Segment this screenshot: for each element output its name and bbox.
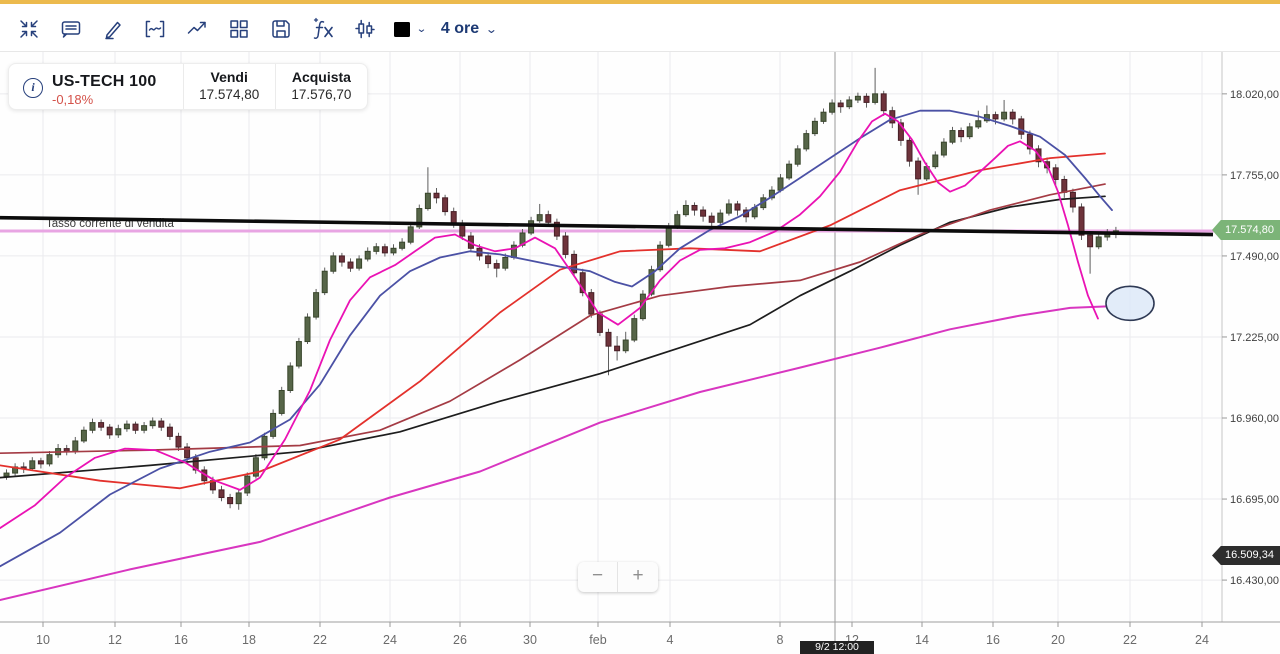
pencil-icon — [105, 21, 121, 40]
x-axis-tick: 4 — [667, 633, 674, 647]
indicator-button[interactable] — [134, 10, 176, 48]
sell-button[interactable]: Vendi 17.574,80 — [182, 64, 275, 109]
instrument-name: US-TECH 100 — [52, 73, 157, 90]
crosshair-time-tooltip: 9/2 12:00 — [800, 641, 874, 654]
x-axis-tick: 22 — [1123, 633, 1137, 647]
x-axis-tick: 20 — [1051, 633, 1065, 647]
layout-grid-icon — [230, 20, 248, 38]
collapse-icon — [20, 20, 38, 38]
ma-maroon — [0, 183, 1106, 455]
calendar-button[interactable]: ⌄ — [390, 17, 427, 41]
ma-blue — [0, 109, 1113, 568]
x-axis-tick: 12 — [108, 633, 122, 647]
x-axis-tick: 14 — [915, 633, 929, 647]
y-axis-tick: 17.225,00 — [1230, 332, 1279, 344]
level-price-badge: 16.509,34 — [1212, 546, 1280, 565]
sell-price: 17.574,80 — [199, 87, 260, 102]
toolbar: ⌄ 4 ore ⌄ — [0, 0, 1280, 52]
calendar-icon — [394, 20, 410, 37]
ma-black — [0, 195, 1106, 479]
chart-type-icon — [355, 19, 375, 39]
chevron-down-icon: ⌄ — [416, 22, 427, 35]
functions-button[interactable] — [302, 10, 344, 48]
timeframe-label: 4 ore — [440, 20, 480, 37]
sell-label: Vendi — [210, 69, 248, 85]
x-axis-tick: 22 — [313, 633, 327, 647]
x-axis-tick: 24 — [383, 633, 397, 647]
x-axis-tick: 26 — [453, 633, 467, 647]
instrument-card: i US-TECH 100 -0,18% Vendi 17.574,80 Acq… — [8, 63, 368, 110]
ma-red — [0, 152, 1106, 490]
x-axis-tick: 16 — [986, 633, 1000, 647]
buy-label: Acquista — [291, 69, 351, 85]
buy-price: 17.576,70 — [291, 87, 352, 102]
zoom-out-button[interactable]: − — [578, 562, 618, 592]
chart-type-button[interactable] — [344, 10, 386, 48]
info-icon[interactable]: i — [23, 78, 43, 98]
x-axis-tick: 16 — [174, 633, 188, 647]
collapse-button[interactable] — [8, 10, 50, 48]
notes-icon — [61, 21, 81, 38]
x-axis-tick: feb — [589, 633, 606, 647]
y-axis-tick: 18.020,00 — [1230, 89, 1279, 101]
y-axis-tick: 17.755,00 — [1230, 170, 1279, 182]
trend-up-icon — [187, 21, 206, 34]
fx-icon — [313, 17, 333, 40]
ma-long-pink — [0, 305, 1108, 601]
timeframe-dropdown[interactable]: 4 ore ⌄ — [441, 20, 498, 38]
chevron-down-icon: ⌄ — [485, 22, 498, 37]
current-price-badge: 17.574,80 — [1212, 220, 1280, 240]
save-icon — [272, 20, 290, 38]
x-axis-tick: 18 — [242, 633, 256, 647]
drawn-ellipse-annotation — [1105, 285, 1155, 322]
x-axis-tick: 8 — [777, 633, 784, 647]
save-button[interactable] — [260, 10, 302, 48]
ma-magenta — [0, 112, 1099, 529]
notes-button[interactable] — [50, 10, 92, 48]
zoom-controls: − + — [578, 562, 658, 592]
instrument-change: -0,18% — [52, 92, 94, 107]
y-axis-tick: 16.430,00 — [1230, 575, 1279, 587]
layout-button[interactable] — [218, 10, 260, 48]
indicator-icon — [145, 20, 165, 38]
y-axis-tick: 16.960,00 — [1230, 413, 1279, 425]
buy-button[interactable]: Acquista 17.576,70 — [274, 64, 367, 109]
x-axis-tick: 24 — [1195, 633, 1209, 647]
trend-button[interactable] — [176, 10, 218, 48]
x-axis-tick: 10 — [36, 633, 50, 647]
y-axis-tick: 16.695,00 — [1230, 494, 1279, 506]
draw-button[interactable] — [92, 10, 134, 48]
y-axis-tick: 17.490,00 — [1230, 251, 1279, 263]
accent-strip — [0, 0, 1280, 4]
x-axis-tick: 30 — [523, 633, 537, 647]
zoom-in-button[interactable]: + — [632, 565, 644, 586]
